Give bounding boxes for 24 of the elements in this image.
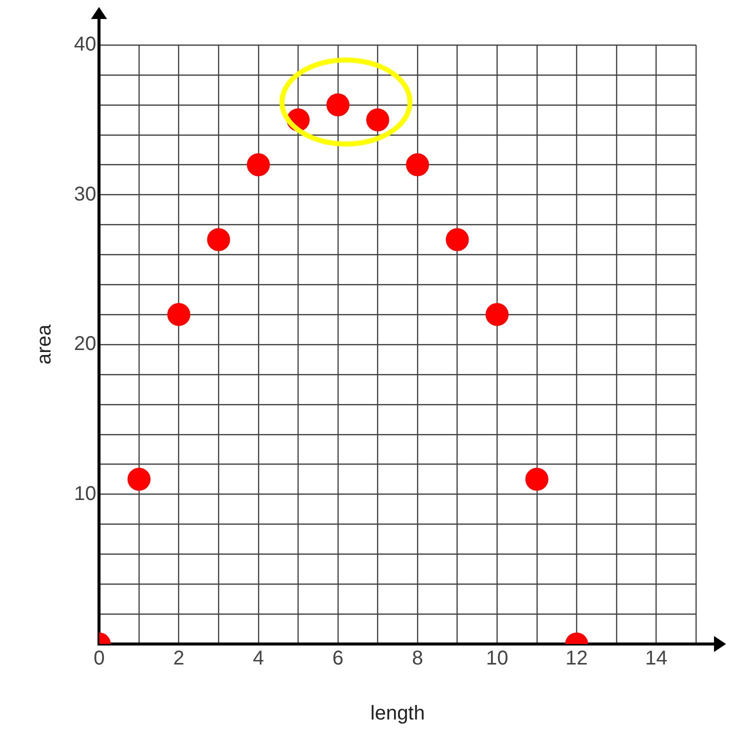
x-axis-title: length xyxy=(370,702,425,725)
x-tick-label: 6 xyxy=(332,648,344,670)
point xyxy=(128,468,151,491)
point xyxy=(366,108,390,132)
point xyxy=(486,303,509,326)
x-tick-label: 2 xyxy=(173,648,184,670)
y-tick-label: 10 xyxy=(74,482,96,505)
x-tick-label: 10 xyxy=(486,648,508,670)
y-axis-title: area xyxy=(34,324,56,365)
x-tick-label: 8 xyxy=(412,648,424,670)
x-tick-label: 14 xyxy=(645,648,668,670)
y-tick-label: 20 xyxy=(74,333,96,356)
point xyxy=(446,228,469,252)
point xyxy=(167,303,190,326)
point xyxy=(246,153,270,176)
x-tick-label: 12 xyxy=(566,648,588,670)
y-tick-label: 30 xyxy=(74,183,96,206)
point xyxy=(326,93,350,116)
point xyxy=(406,153,430,176)
y-tick-label: 40 xyxy=(74,34,96,56)
x-tick-label: 4 xyxy=(252,648,264,670)
point xyxy=(207,228,230,252)
x-tick-label: 0 xyxy=(94,648,105,670)
point xyxy=(525,468,548,491)
